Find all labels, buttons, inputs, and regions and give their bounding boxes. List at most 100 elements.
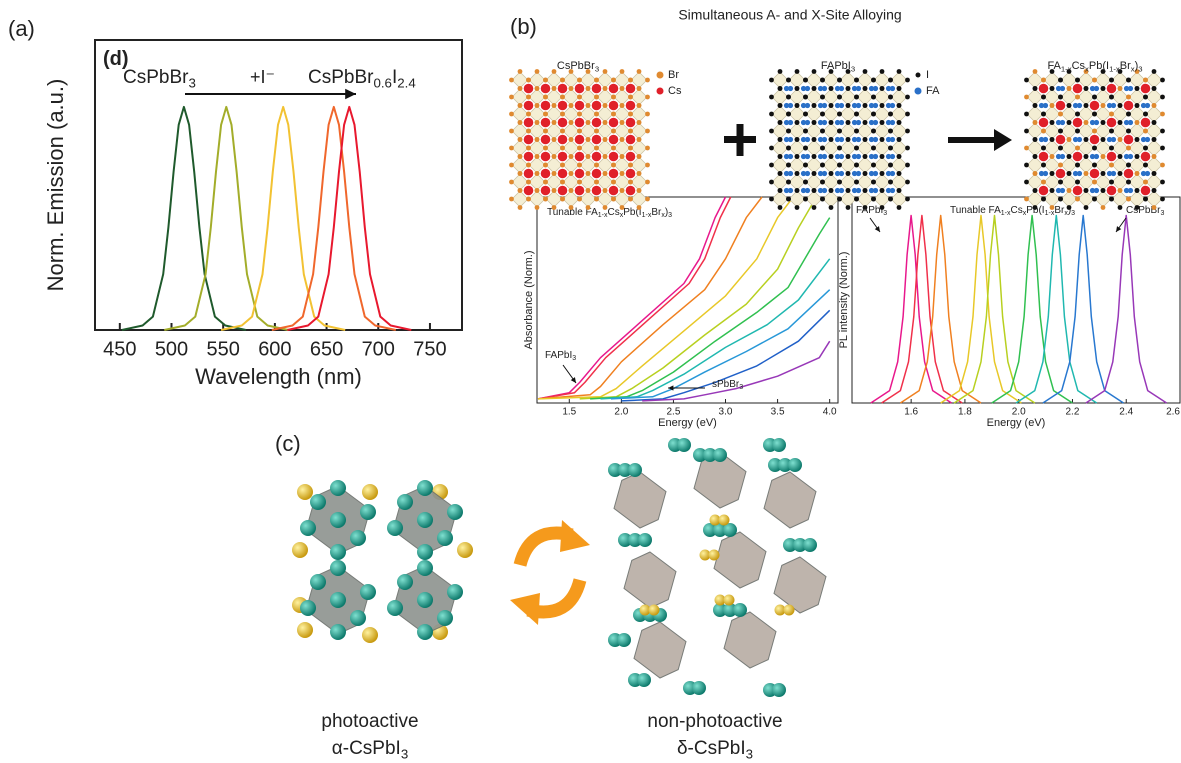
octahedron (839, 139, 857, 157)
annotation: CsPbBr3 (123, 67, 196, 90)
fa-ion (817, 136, 824, 143)
x-tick-label: 2.0 (614, 407, 628, 418)
x-site-ion (1134, 103, 1140, 108)
x-site-ion (1151, 171, 1157, 176)
x-axis-label: Wavelength (nm) (195, 364, 362, 389)
atom (708, 549, 720, 561)
x-site-ion (1151, 69, 1157, 74)
x-site-ion (1024, 196, 1029, 202)
x-site-ion (568, 120, 574, 125)
x-site-ion (896, 120, 902, 125)
fa-ion (1123, 187, 1130, 194)
x-site-ion (509, 196, 514, 202)
atom (330, 624, 346, 640)
octahedron (839, 190, 857, 208)
x-site-ion (905, 77, 910, 83)
x-site-ion (777, 120, 783, 125)
fa-ion (838, 102, 845, 109)
fa-ion (1123, 153, 1130, 160)
x-site-ion (526, 196, 531, 202)
x-site-ion (585, 205, 591, 210)
cs-ion (1055, 100, 1066, 111)
x-site-ion (769, 145, 774, 151)
x-site-ion (1024, 111, 1029, 117)
fa-ion (783, 187, 790, 194)
x-site-ion (845, 171, 851, 176)
fa-ion (855, 85, 862, 92)
fa-ion (889, 85, 896, 92)
octahedron (856, 71, 874, 89)
x-site-ion (1049, 103, 1055, 108)
fa-ion (1093, 85, 1100, 92)
x-site-ion (636, 205, 642, 210)
x-site-ion (905, 111, 910, 117)
x-site-ion (509, 162, 514, 168)
x-site-ion (896, 205, 902, 210)
x-site-ion (811, 171, 817, 176)
x-site-ion (611, 128, 616, 134)
x-site-ion (1109, 145, 1114, 151)
octahedron (890, 190, 908, 208)
fa-ion (817, 187, 824, 194)
x-site-ion (871, 179, 876, 185)
octahedron (822, 139, 840, 157)
cs-ion (557, 117, 568, 128)
cs-ion (574, 185, 585, 196)
fa-ion (1144, 102, 1151, 109)
octahedron (771, 122, 789, 140)
x-site-ion (1066, 137, 1072, 142)
fa-ion (1127, 119, 1134, 126)
x-site-ion (594, 111, 599, 117)
octahedron (788, 156, 806, 174)
x-site-ion (1049, 86, 1055, 91)
cs-ion (1140, 117, 1151, 128)
x-site-ion (845, 205, 851, 210)
x-site-ion (1092, 111, 1097, 117)
x-site-ion (879, 86, 885, 91)
x-tick-label: 750 (413, 338, 446, 360)
annotation: CsPbBr3 (1126, 205, 1164, 217)
x-site-ion (1117, 103, 1123, 108)
x-site-ion (1160, 128, 1165, 134)
subscript: x (1085, 64, 1089, 73)
fa-ion (821, 102, 828, 109)
octahedron (713, 531, 767, 589)
x-site-ion (803, 111, 808, 117)
cs-ion (625, 151, 636, 162)
x-site-ion (871, 128, 876, 134)
octahedron (839, 71, 857, 89)
atom (618, 463, 632, 477)
x-site-ion (628, 111, 633, 117)
x-site-ion (1066, 154, 1072, 159)
x-site-ion (879, 205, 885, 210)
atom (310, 494, 326, 510)
x-site-ion (1032, 137, 1038, 142)
x-tick-label: 4.0 (823, 407, 837, 418)
fa-ion (855, 170, 862, 177)
data-line (610, 289, 831, 400)
atom (437, 530, 453, 546)
x-site-ion (828, 86, 834, 91)
cs-ion (625, 168, 636, 179)
cs-ion (591, 151, 602, 162)
octahedron (771, 88, 789, 106)
fa-ion (868, 102, 875, 109)
octahedron (890, 71, 908, 89)
atom (310, 574, 326, 590)
data-line (287, 105, 412, 331)
x-site-ion (845, 137, 851, 142)
cs-ion (1089, 100, 1100, 111)
subscript: 3 (1071, 210, 1075, 217)
x-site-ion (611, 196, 616, 202)
text-part: ) (665, 207, 668, 218)
x-site-ion (1160, 196, 1165, 202)
x-site-ion (794, 205, 800, 210)
x-site-ion (628, 94, 633, 100)
x-site-ion (543, 196, 548, 202)
fa-ion (1140, 170, 1147, 177)
fa-ion (834, 85, 841, 92)
octahedron (822, 122, 840, 140)
fa-ion (804, 102, 811, 109)
annotation: FAPbI3 (856, 205, 887, 217)
